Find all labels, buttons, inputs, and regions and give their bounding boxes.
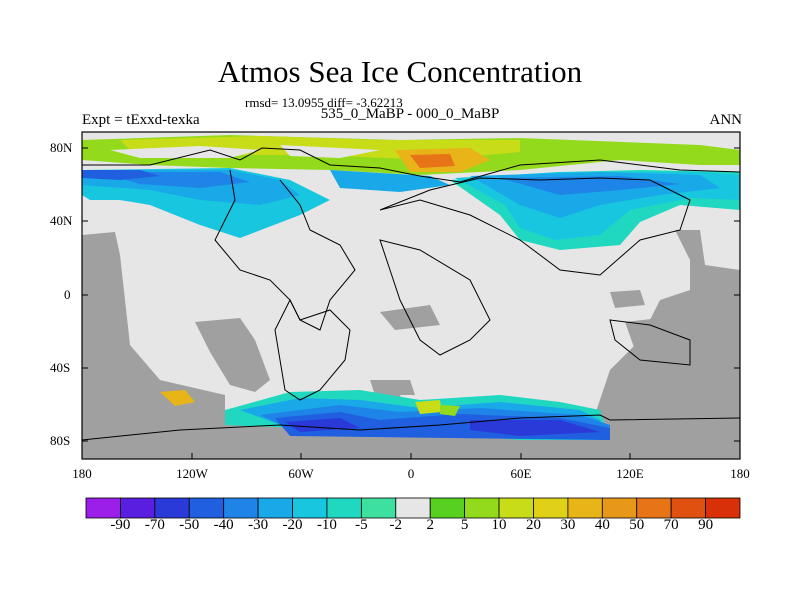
coastlines bbox=[82, 147, 740, 441]
arctic-ice-free2 bbox=[280, 145, 380, 158]
north-pacific-deeper bbox=[82, 170, 160, 180]
north-atlantic-deep bbox=[500, 176, 680, 195]
colorbar-swatch bbox=[326, 497, 362, 519]
coastline-north-america bbox=[214, 169, 356, 331]
arctic-ice-free bbox=[110, 146, 260, 158]
colorbar-swatch bbox=[257, 497, 293, 519]
coastline-south-america bbox=[274, 298, 351, 401]
lat-label-40n: 40N bbox=[50, 213, 73, 228]
colorbar-label: -50 bbox=[179, 517, 200, 533]
colorbar-swatch bbox=[292, 497, 328, 519]
coastline-antarctica bbox=[82, 414, 740, 441]
colorbar-label: 10 bbox=[491, 517, 507, 533]
colorbar-label: 40 bbox=[594, 517, 610, 533]
antarctic-pos-patch3 bbox=[440, 405, 460, 416]
chart-subtitle: 535_0_MaBP - 000_0_MaBP bbox=[320, 106, 500, 122]
land-mask-south bbox=[82, 425, 740, 459]
coastline-africa-eurasia bbox=[379, 177, 691, 276]
lon-label-0: 0 bbox=[407, 466, 415, 481]
lat-label-80s: 80S bbox=[50, 433, 71, 448]
lon-label-120e: 120E bbox=[616, 466, 644, 481]
colorbar-swatch bbox=[223, 497, 259, 519]
coastline-africa bbox=[379, 239, 491, 356]
colorbar-swatch bbox=[429, 497, 466, 519]
colorbar-swatch bbox=[85, 497, 121, 519]
coastline-arctic bbox=[82, 147, 740, 183]
colorbar-label: -40 bbox=[213, 517, 234, 533]
land-mask-patch2 bbox=[625, 318, 665, 350]
antarctic-darkest2 bbox=[470, 420, 600, 436]
colorbar-label: 50 bbox=[629, 517, 645, 533]
chart-title: Atmos Sea Ice Concentration bbox=[217, 54, 583, 89]
colorbar-label: -30 bbox=[248, 517, 269, 533]
colorbar-label: 90 bbox=[698, 517, 714, 533]
colorbar-swatch bbox=[498, 497, 534, 519]
antarctic-pos-patch bbox=[160, 390, 195, 406]
colorbar-swatch bbox=[120, 497, 156, 519]
colorbar-label: -90 bbox=[110, 517, 131, 533]
colorbar-swatch bbox=[464, 497, 500, 519]
season-label: ANN bbox=[709, 112, 743, 128]
land-mask-pacific bbox=[195, 318, 270, 392]
colorbar-swatch bbox=[154, 497, 190, 519]
land-mask-patch3 bbox=[370, 380, 415, 395]
experiment-label: Expt = tExxd-texka bbox=[82, 112, 200, 128]
arctic-red bbox=[410, 154, 455, 168]
colorbar-label: 20 bbox=[525, 517, 541, 533]
lat-label-40s: 40S bbox=[50, 360, 71, 375]
colorbar bbox=[85, 497, 741, 519]
colorbar-swatch bbox=[636, 497, 672, 519]
land-mask-patch1 bbox=[380, 305, 440, 330]
lat-label-80n: 80N bbox=[50, 140, 73, 155]
lon-label-180w: 180 bbox=[72, 466, 92, 481]
colorbar-swatch bbox=[533, 497, 569, 519]
colorbar-swatch bbox=[567, 497, 603, 519]
colorbar-swatch bbox=[670, 497, 706, 519]
colorbar-swatch bbox=[188, 497, 225, 519]
axis-ticks bbox=[81, 147, 741, 459]
stats-line: rmsd= 13.0955 diff= -3.62213 bbox=[245, 95, 403, 110]
colorbar-label: -2 bbox=[389, 517, 403, 533]
colorbar-swatch bbox=[705, 497, 741, 519]
colorbar-swatch bbox=[360, 497, 397, 519]
coastline-australia bbox=[609, 319, 691, 366]
antarctic-pos-patch2 bbox=[415, 400, 442, 414]
lat-label-0: 0 bbox=[64, 287, 71, 302]
colorbar-label: 30 bbox=[560, 517, 576, 533]
colorbar-label: -70 bbox=[144, 517, 165, 533]
colorbar-swatch bbox=[395, 497, 431, 519]
colorbar-label: -20 bbox=[282, 517, 303, 533]
lon-label-180e: 180 bbox=[730, 466, 750, 481]
colorbar-label: 2 bbox=[426, 517, 434, 533]
land-mask-patch5 bbox=[610, 290, 645, 308]
lon-label-120w: 120W bbox=[176, 466, 208, 481]
colorbar-label: 70 bbox=[663, 517, 679, 533]
lon-label-60w: 60W bbox=[288, 466, 314, 481]
colorbar-label: -5 bbox=[355, 517, 368, 533]
colorbar-label: 5 bbox=[460, 517, 469, 533]
colorbar-swatch bbox=[601, 497, 638, 519]
colorbar-label: -10 bbox=[316, 517, 337, 533]
lon-label-60e: 60E bbox=[510, 466, 532, 481]
